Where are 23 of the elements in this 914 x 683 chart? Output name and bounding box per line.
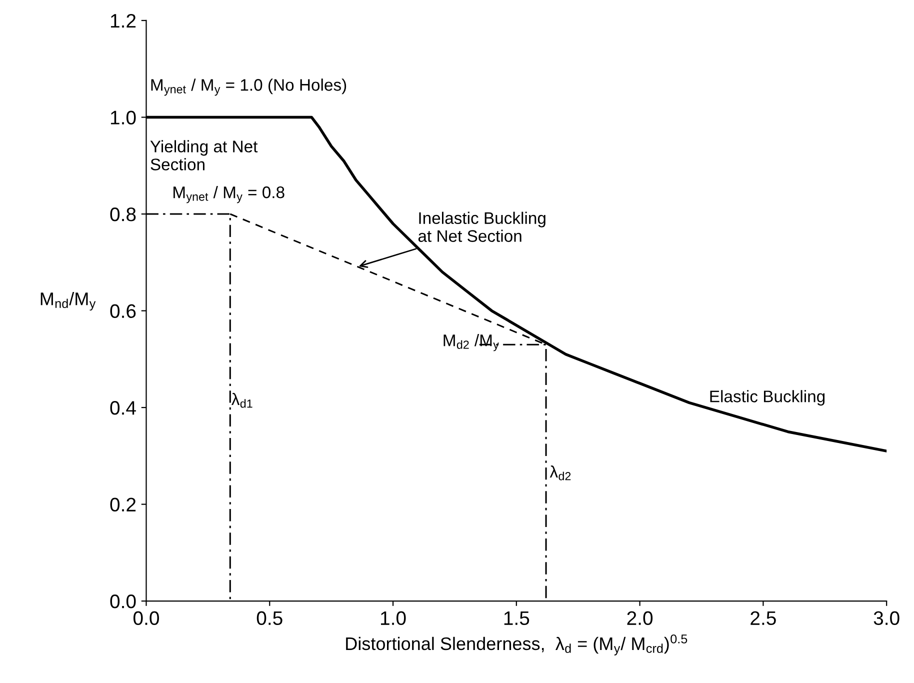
x-tick-label: 0.5 — [256, 611, 282, 626]
annotation: λ$_{d1}$ — [231, 392, 252, 408]
annotation: Inelastic Buckling at Net Section — [418, 212, 546, 242]
annotation: λ$_{d2}$ — [550, 465, 571, 480]
x-tick-label: 0.0 — [133, 611, 159, 626]
y-tick-label: 1.2 — [110, 14, 136, 28]
annotation: Elastic Buckling — [710, 390, 825, 406]
annotation: M$_{ynet}$ / M$_{y}$ = 0.8 — [174, 186, 284, 204]
x-tick-label: 1.5 — [504, 611, 530, 626]
x-tick-label: 2.5 — [750, 611, 776, 626]
x-axis-title: Distortional Slenderness, λ$_{d}$ = (M$_{y}$/ M$_{crd}$)$^{0.5}$ — [346, 634, 688, 656]
annotation: M$_{ynet}$ / M$_{y}$ = 1.0 (No Holes) — [151, 78, 346, 96]
y-tick-label: 0.6 — [110, 304, 136, 318]
y-tick-label: 0.2 — [110, 498, 136, 512]
y-tick-label: 0.8 — [110, 207, 136, 222]
y-axis-title: M$_{nd}$/M$_{y}$ — [40, 292, 96, 311]
y-tick-label: 1.0 — [110, 110, 136, 124]
x-tick-label: 3.0 — [874, 611, 900, 626]
x-tick-label: 2.0 — [627, 611, 653, 626]
y-tick-label: 0.4 — [110, 400, 136, 415]
x-tick-label: 1.0 — [380, 611, 406, 626]
y-tick-label: 0.0 — [110, 594, 136, 608]
annotation: Yielding at Net Section — [150, 140, 258, 170]
